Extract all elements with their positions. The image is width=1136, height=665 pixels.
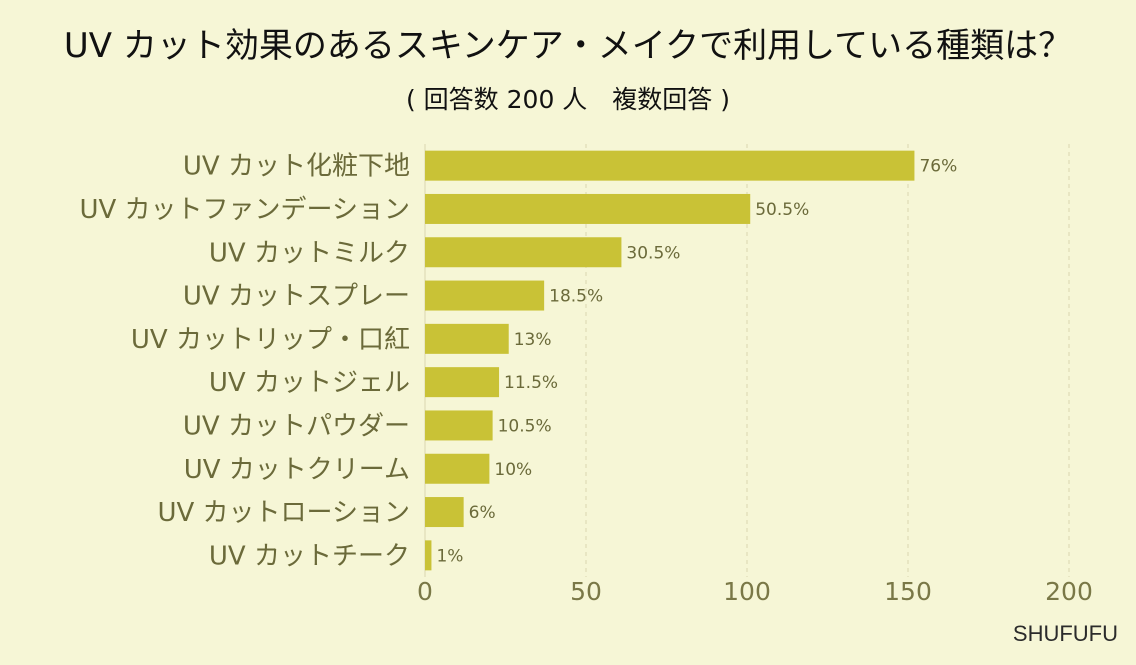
x-axis-ticks: 0 50 100 150 200	[417, 577, 1093, 606]
category-label: UV カットチーク	[209, 541, 410, 571]
x-tick-label: 0	[417, 577, 433, 606]
bar	[425, 367, 500, 398]
bar	[425, 540, 432, 571]
bar	[425, 150, 915, 181]
bar	[425, 280, 545, 311]
x-tick-label: 50	[570, 577, 602, 606]
bars	[425, 150, 915, 571]
value-labels: 76% 50.5% 30.5% 18.5% 13% 11.5% 10.5% 10% 6% 1%	[436, 157, 957, 567]
bar	[425, 497, 464, 528]
x-tick-label: 150	[884, 577, 932, 606]
category-labels: UV カット化粧下地 UV カットファンデーション UV カットミルク UV カットス…	[79, 152, 410, 572]
bar	[425, 453, 490, 484]
category-label: UV カットミルク	[209, 238, 410, 268]
value-label: 30.5%	[626, 243, 680, 263]
category-label: UV カットスプレー	[183, 282, 410, 312]
value-label: 18.5%	[549, 287, 603, 307]
value-label: 10.5%	[498, 416, 552, 436]
value-label: 76%	[919, 157, 957, 177]
bar	[425, 237, 622, 268]
brand-logo-text: SHUFUFU	[1012, 621, 1118, 646]
category-label: UV カット化粧下地	[183, 152, 410, 182]
bar	[425, 193, 751, 224]
value-label: 10%	[494, 460, 532, 480]
bar	[425, 410, 493, 441]
chart-subtitle: ( 回答数 200 人 複数回答 )	[405, 85, 730, 114]
chart-title: UV カット効果のあるスキンケア・メイクで利用している種類は？	[63, 26, 1073, 66]
category-label: UV カットリップ・口紅	[131, 325, 410, 355]
category-label: UV カットジェル	[209, 368, 410, 398]
category-label: UV カットファンデーション	[79, 195, 410, 225]
category-label: UV カットローション	[157, 498, 410, 528]
value-label: 11.5%	[504, 373, 558, 393]
x-tick-label: 100	[723, 577, 771, 606]
value-label: 50.5%	[755, 200, 809, 220]
value-label: 1%	[436, 546, 463, 566]
bar	[425, 323, 509, 354]
x-tick-label: 200	[1045, 577, 1093, 606]
category-label: UV カットクリーム	[184, 455, 410, 485]
value-label: 6%	[469, 503, 496, 523]
value-label: 13%	[514, 330, 552, 350]
category-label: UV カットパウダー	[183, 411, 410, 441]
